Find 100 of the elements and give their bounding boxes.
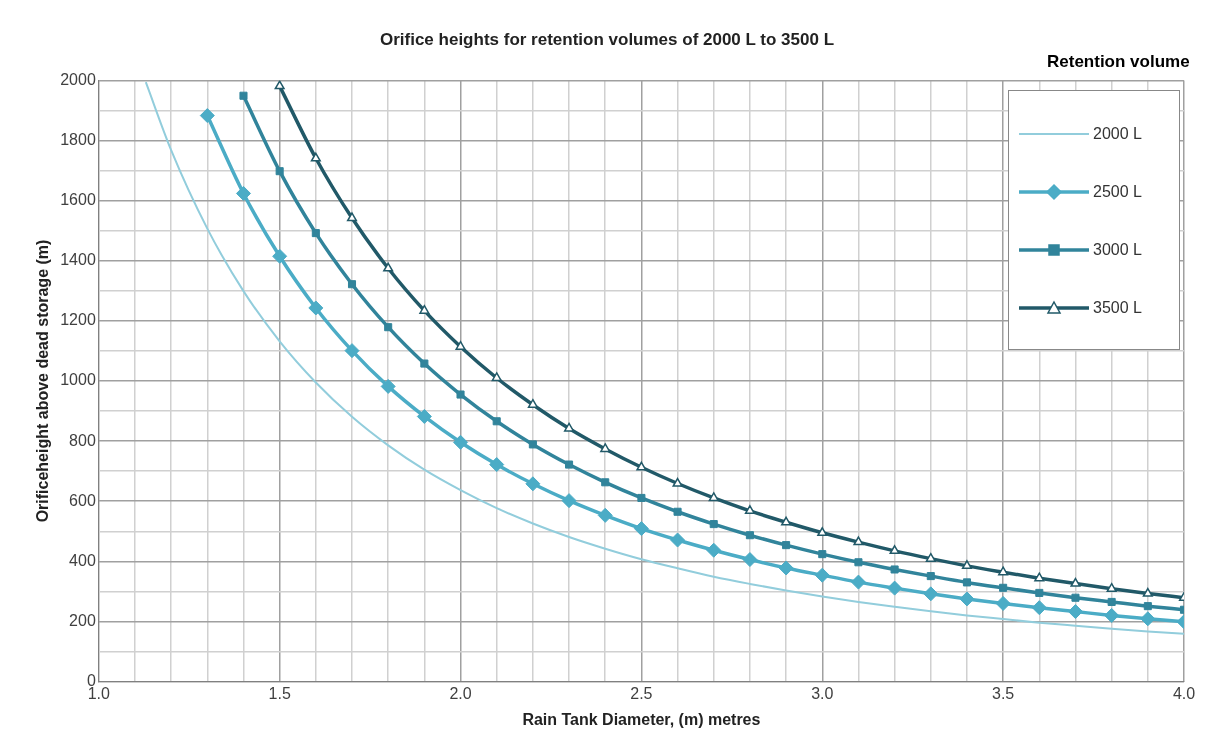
point	[853, 536, 864, 546]
point	[274, 80, 285, 90]
x-tick-label: 2.5	[630, 684, 653, 702]
x-tick-label: 2.0	[449, 684, 472, 702]
point	[817, 527, 828, 537]
y-tick-label: 1400	[60, 251, 96, 269]
point	[346, 212, 358, 222]
point	[778, 560, 794, 576]
point	[597, 507, 613, 523]
point	[344, 343, 360, 359]
point	[995, 595, 1011, 611]
point	[272, 248, 288, 264]
point	[670, 532, 686, 548]
y-tick-label: 400	[69, 551, 96, 569]
point	[1107, 597, 1116, 606]
x-tick-label: 3.5	[992, 684, 1015, 702]
point	[1031, 600, 1047, 616]
point	[416, 408, 432, 424]
point	[565, 460, 574, 469]
point	[744, 505, 755, 515]
point	[456, 390, 465, 399]
point	[384, 323, 393, 332]
y-axis-title: Orificeheight above dead storage (m)	[34, 239, 52, 523]
point	[923, 586, 939, 602]
point	[636, 461, 647, 471]
point	[199, 108, 215, 124]
y-tick-label: 1600	[60, 191, 96, 209]
point	[383, 262, 394, 272]
point	[310, 152, 321, 162]
point	[706, 542, 722, 558]
point	[561, 493, 577, 509]
point	[1071, 593, 1080, 602]
point	[709, 520, 718, 529]
point	[239, 91, 248, 100]
point	[1142, 587, 1153, 597]
x-tick-label: 1.5	[268, 684, 291, 702]
point	[1034, 572, 1045, 582]
point	[850, 574, 866, 590]
point	[708, 492, 719, 502]
y-tick-label: 800	[69, 431, 96, 449]
y-tick-label: 1200	[60, 311, 96, 329]
point	[745, 531, 754, 540]
point	[998, 566, 1009, 576]
point	[563, 422, 575, 432]
point	[380, 378, 396, 394]
legend-label: 2000 L	[1093, 125, 1142, 144]
y-tick-label: 600	[69, 491, 96, 509]
point	[1106, 582, 1117, 592]
point	[742, 552, 758, 568]
point	[818, 550, 827, 559]
point	[925, 552, 936, 562]
point	[527, 399, 538, 408]
point	[528, 440, 537, 449]
point	[781, 516, 792, 526]
point	[600, 443, 611, 453]
point	[962, 578, 971, 587]
point	[961, 560, 973, 570]
y-tick-label: 1800	[60, 130, 96, 148]
point	[926, 572, 935, 581]
x-axis-title: Rain Tank Diameter, (m) metres	[522, 710, 761, 728]
point	[782, 541, 791, 550]
point	[1035, 588, 1044, 597]
point	[959, 591, 975, 607]
point	[854, 558, 863, 567]
point	[814, 567, 830, 583]
point	[453, 434, 469, 450]
chart-title: Orifice heights for retention volumes of 2000 L to 3500 L	[379, 29, 835, 49]
point	[525, 476, 541, 492]
point	[889, 545, 900, 555]
y-tick-label: 1000	[60, 371, 96, 389]
x-tick-label: 4.0	[1172, 684, 1196, 702]
point	[420, 359, 429, 368]
point	[1140, 611, 1156, 627]
point	[311, 229, 320, 238]
point	[601, 478, 610, 487]
legend-title: Retention volume	[1047, 52, 1190, 73]
legend-label: 3500 L	[1093, 299, 1142, 318]
point	[235, 185, 251, 201]
point	[890, 565, 899, 574]
y-tick-label: 200	[69, 611, 96, 629]
point	[1070, 577, 1081, 587]
point	[1067, 604, 1083, 620]
y-tick-label: 2000	[60, 70, 96, 88]
point	[887, 580, 903, 596]
point	[999, 583, 1008, 592]
point	[455, 340, 466, 350]
legend-label: 3000 L	[1093, 241, 1142, 260]
point	[489, 457, 505, 473]
point	[637, 493, 646, 502]
point	[492, 417, 501, 426]
point	[308, 300, 324, 316]
legend-label: 2500 L	[1093, 183, 1142, 202]
point	[347, 280, 357, 289]
point	[1143, 602, 1152, 611]
point	[633, 521, 649, 537]
point	[419, 304, 430, 314]
point	[672, 477, 683, 487]
x-tick-label: 3.0	[811, 684, 834, 702]
point	[1104, 607, 1120, 623]
point	[673, 507, 682, 516]
